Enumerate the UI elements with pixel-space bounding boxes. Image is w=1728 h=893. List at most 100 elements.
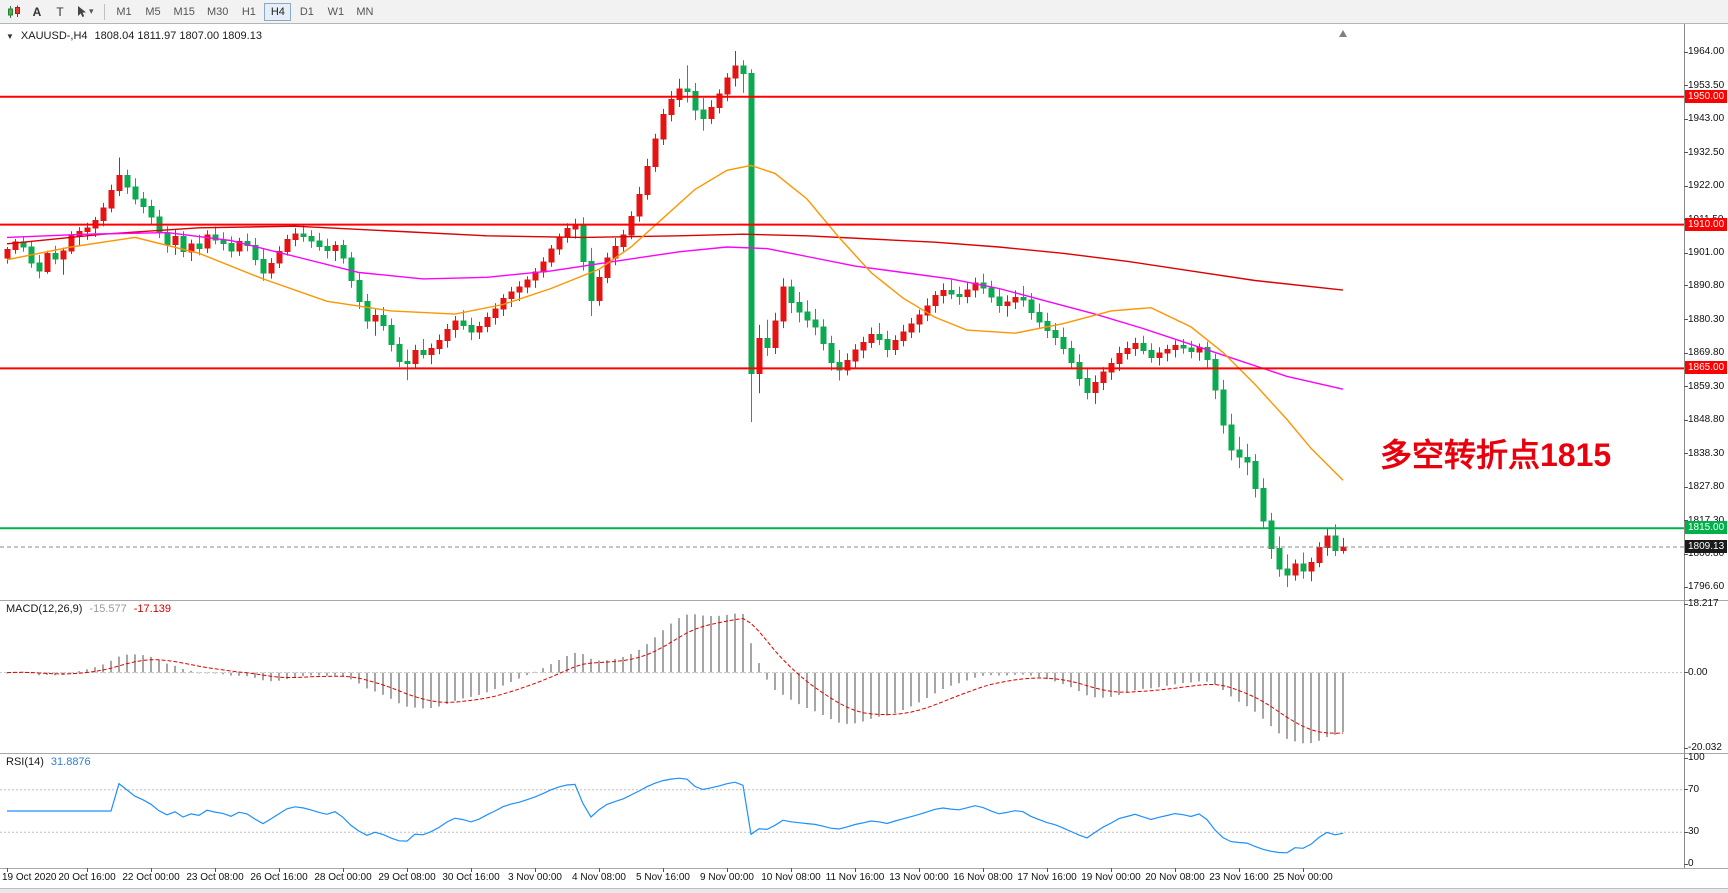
price-level-badge: 1910.00 [1685, 217, 1727, 231]
macd-histogram-bar [310, 672, 312, 676]
macd-histogram-bar [694, 614, 696, 673]
macd-histogram-bar [910, 672, 912, 707]
timeframe-button-m5[interactable]: M5 [140, 3, 167, 21]
panel-divider-macd[interactable] [0, 600, 1728, 601]
candle-body [348, 257, 355, 282]
rsi-panel-canvas[interactable] [0, 753, 1684, 868]
macd-histogram-bar [854, 672, 856, 724]
candle-body [1068, 348, 1075, 363]
macd-histogram-bar [1286, 672, 1288, 739]
macd-histogram-bar [862, 672, 864, 722]
price-axis-label: 1901.00 [1688, 247, 1725, 259]
candle-body [1156, 352, 1163, 359]
candle-body [124, 174, 131, 188]
candle-body [908, 323, 915, 333]
candle-body [404, 360, 411, 365]
date-axis-label: 22 Oct 00:00 [122, 872, 180, 883]
chart-shift-marker[interactable] [1339, 30, 1347, 37]
macd-histogram-bar [182, 669, 184, 673]
macd-histogram-bar [222, 672, 224, 675]
timeframe-button-h1[interactable]: H1 [235, 3, 262, 21]
cursor-tool-button[interactable]: ▾ [72, 2, 98, 22]
text-tool-button[interactable]: T [49, 2, 71, 22]
macd-histogram-bar [78, 671, 80, 673]
date-axis-label: 11 Nov 16:00 [825, 872, 885, 883]
macd-panel-canvas[interactable] [0, 600, 1684, 753]
macd-histogram-bar [598, 660, 600, 673]
macd-histogram-bar [798, 672, 800, 705]
panel-divider-rsi[interactable] [0, 753, 1728, 754]
candle-body [412, 350, 419, 365]
macd-histogram-bar [918, 672, 920, 703]
candle-body [1076, 361, 1083, 380]
macd-histogram-bar [742, 614, 744, 673]
ma-fast-line [6, 164, 1344, 481]
candle-body [196, 243, 203, 249]
macd-histogram-bar [1070, 672, 1072, 688]
price-axis-tick [1684, 118, 1688, 120]
date-axis-tick [791, 868, 792, 872]
macd-scale-tick [1684, 672, 1688, 674]
timeframe-button-w1[interactable]: W1 [322, 3, 349, 21]
candle-body [836, 361, 843, 371]
macd-histogram-bar [782, 672, 784, 695]
rsi-scale-tick [1684, 789, 1688, 791]
text-label-tool-button[interactable]: A [26, 2, 48, 22]
macd-histogram-bar [406, 672, 408, 707]
candle-body [580, 225, 587, 263]
price-axis-tick [1684, 51, 1688, 53]
candlestick-chart-button[interactable] [3, 2, 25, 22]
candle-body [356, 280, 363, 303]
macd-header: MACD(12,26,9) -15.577 -17.139 [6, 603, 171, 615]
candle-body [724, 77, 731, 95]
price-axis-label: 1880.30 [1688, 313, 1725, 325]
macd-histogram-bar [710, 616, 712, 673]
timeframe-button-h4[interactable]: H4 [264, 2, 292, 21]
price-axis-label: 1806.80 [1688, 548, 1725, 560]
macd-histogram-bar [334, 672, 336, 676]
rsi-indicator-label: RSI(14) [6, 756, 44, 768]
macd-histogram-bar [278, 672, 280, 681]
timeframe-button-m1[interactable]: M1 [111, 3, 138, 21]
price-axis-tick [1684, 586, 1688, 588]
macd-histogram-bar [1198, 672, 1200, 682]
main-chart-canvas[interactable] [0, 24, 1684, 600]
date-axis-label: 29 Oct 08:00 [378, 872, 436, 883]
macd-histogram-bar [630, 654, 632, 673]
macd-histogram-bar [678, 618, 680, 673]
date-axis-label: 5 Nov 16:00 [636, 872, 690, 883]
candle-body [1116, 352, 1123, 365]
price-axis-label: 1859.30 [1688, 380, 1725, 392]
macd-histogram-bar [502, 672, 504, 686]
candle-body [36, 262, 43, 272]
dropdown-caret-icon: ▾ [89, 6, 94, 16]
macd-histogram-bar [166, 663, 168, 673]
date-axis-tick [855, 868, 856, 872]
macd-histogram-bar [1166, 672, 1168, 686]
timeframe-button-m15[interactable]: M15 [169, 3, 200, 21]
date-axis-label: 23 Nov 16:00 [1209, 872, 1269, 883]
timeframe-button-m30[interactable]: M30 [202, 3, 233, 21]
candle-body [12, 241, 19, 251]
macd-histogram-bar [582, 654, 584, 673]
macd-histogram-bar [814, 672, 816, 712]
date-axis-tick [1303, 868, 1304, 872]
candle-body [692, 91, 699, 111]
candle-body [52, 253, 59, 260]
macd-histogram-bar [806, 672, 808, 708]
macd-signal-line [6, 617, 1344, 734]
candle-body [1308, 562, 1315, 572]
macd-histogram-bar [1062, 672, 1064, 684]
macd-histogram-bar [1054, 672, 1056, 682]
macd-histogram-bar [830, 672, 832, 720]
macd-histogram-bar [1046, 672, 1048, 680]
timeframe-button-mn[interactable]: MN [351, 3, 378, 21]
candle-body [1316, 547, 1323, 564]
macd-histogram-bar [1270, 672, 1272, 727]
macd-histogram-bar [686, 614, 688, 673]
candle-body [988, 287, 995, 298]
candle-body [1004, 301, 1011, 307]
macd-histogram-bar [654, 637, 656, 673]
candle-body [1100, 371, 1107, 383]
timeframe-button-d1[interactable]: D1 [293, 3, 320, 21]
